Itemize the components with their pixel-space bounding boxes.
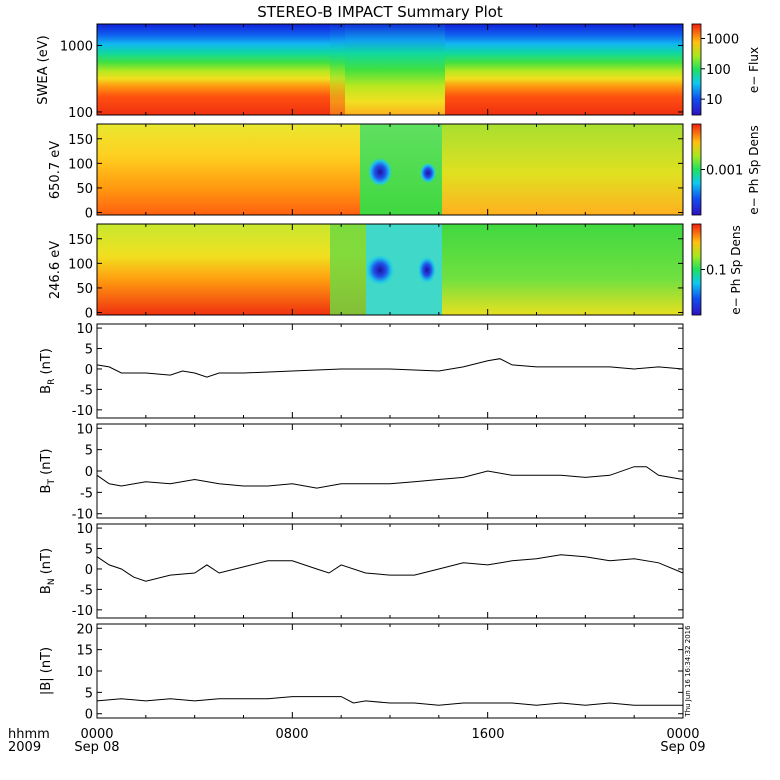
bn-ylabel: BN (nT) [39,548,57,594]
bt-series-line [96,466,684,489]
y-tick-label: 50 [76,182,93,197]
plot-title: STEREO-B IMPACT Summary Plot [257,3,503,21]
y-tick-label: 20 [76,622,93,637]
swea-colorbar-ticks: 10 100 1000 [701,32,739,108]
pad-650-y-ticks: 0 50 100 150 [68,133,683,222]
y-tick-label: 0 [85,307,93,322]
y-tick-label: 50 [76,282,93,297]
y-tick-label: 0 [85,708,93,723]
br-series-line [96,358,684,378]
swea-flux-depletion [345,24,445,115]
pad-650-spot-1 [368,158,392,186]
y-tick-label: -5 [80,486,93,501]
pad-650-spot-2 [420,163,436,183]
swea-colorbar [691,23,702,116]
time-tick-marks [96,24,684,718]
br-panel: BR (nT) -10 -5 0 5 10 [39,322,684,419]
bn-series-line [96,554,684,582]
bt-y-ticks: -10 -5 0 5 10 [72,422,683,523]
y-tick-label: 150 [68,233,93,248]
y-tick-label: 10 [76,422,93,437]
colorbar-tick-label: 0.1 [706,264,727,279]
time-axis: hhmm 2009 0000 Sep 08 0800 1600 0000 Sep… [8,727,706,755]
y-tick-label: -5 [80,583,93,598]
y-tick-label: 10 [76,322,93,337]
y-tick-label: -10 [72,604,93,619]
pad-650-colorbar [691,123,702,216]
y-tick-label: 5 [85,444,93,459]
time-tick-1: 0800 [275,727,308,742]
br-ylabel: BR (nT) [39,348,57,394]
pad-650-colorbar-ticks: 0.001 [701,164,743,179]
y-tick-label: -10 [72,508,93,523]
colorbar-tick-label: 1000 [706,32,739,47]
time-tick-3: 0000 [666,727,699,742]
y-tick-label: 0 [85,563,93,578]
bn-y-ticks: -10 -5 0 5 10 [72,522,683,619]
y-tick-label: 5 [85,686,93,701]
time-tick-3-date: Sep 09 [660,740,705,755]
y-tick-label: 100 [68,157,93,172]
time-tick-0-date: Sep 08 [74,740,119,755]
y-tick-label: 1000 [60,39,93,54]
bmag-panel: |B| (nT) 0 5 10 15 20 Thu Jun 16 16:34:32 20… [39,622,692,722]
y-tick-label: 15 [76,644,93,659]
bt-frame [96,423,684,519]
pad-246-panel: 246.6 eV 0 50 100 150 0.1 e− Ph Sp Dens [48,223,743,322]
pad-650-colorbar-label: e− Ph Sp Dens [747,125,761,214]
colorbar-tick-label: 0.001 [706,164,743,179]
y-tick-label: 150 [68,133,93,148]
y-tick-label: 0 [85,465,93,480]
pad-246-colorbar-ticks: 0.1 [701,264,727,279]
swea-colorbar-label: e− Flux [747,47,761,93]
swea-ylabel: SWEA (eV) [36,35,51,104]
time-axis-label-hhmm: hhmm [8,727,50,742]
time-tick-2: 1600 [471,727,504,742]
pad-246-ylabel: 246.6 eV [48,241,63,299]
bmag-y-ticks: 0 5 10 15 20 [76,622,683,723]
y-tick-label: 5 [85,543,93,558]
y-tick-label: 0 [85,207,93,222]
y-tick-label: 100 [68,257,93,272]
y-tick-label: -5 [80,383,93,398]
bmag-ylabel: |B| (nT) [39,647,54,695]
pad-246-y-ticks: 0 50 100 150 [68,233,683,322]
colorbar-tick-label: 10 [706,93,723,108]
pad-246-colorbar [691,223,702,316]
bn-frame [96,523,684,619]
pad-246-spot-2 [418,257,436,283]
br-y-ticks: -10 -5 0 5 10 [72,322,683,419]
pad-246-spot-1 [366,255,394,285]
bn-panel: BN (nT) -10 -5 0 5 10 [39,522,684,619]
y-tick-label: 100 [68,106,93,121]
time-axis-label-year: 2009 [8,740,41,755]
bmag-series-line [96,696,683,706]
y-tick-label: 0 [85,363,93,378]
bt-ylabel: BT (nT) [39,449,57,494]
swea-y-ticks: 100 1000 [60,39,683,121]
y-tick-label: 10 [76,522,93,537]
time-tick-0: 0000 [80,727,113,742]
y-tick-label: 5 [85,343,93,358]
pad-650-ylabel: 650.7 eV [48,141,63,199]
pad-246-colorbar-label: e− Ph Sp Dens [729,225,743,314]
swea-spectrogram-panel: SWEA (eV) 100 1000 10 100 1000 e− Flux [36,23,761,121]
pad-650-panel: 650.7 eV 0 50 100 150 0.001 e− Ph Sp Dens [48,123,761,222]
y-tick-label: -10 [72,404,93,419]
colorbar-tick-label: 100 [706,63,731,78]
timestamp: Thu Jun 16 16:34:32 2016 [684,625,692,718]
bt-panel: BT (nT) -10 -5 0 5 10 [39,422,684,523]
y-tick-label: 10 [76,665,93,680]
